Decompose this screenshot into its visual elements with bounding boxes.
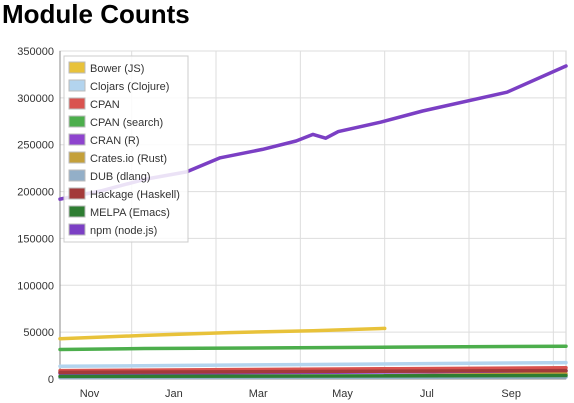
y-tick-label: 250000 <box>17 140 54 152</box>
y-tick-label: 350000 <box>17 46 54 58</box>
legend-swatch <box>68 97 86 110</box>
legend-label: npm (node.js) <box>90 225 157 237</box>
y-tick-label: 50000 <box>23 327 54 339</box>
legend-swatch <box>68 151 86 164</box>
legend-swatch <box>68 169 86 182</box>
x-tick-label: Mar <box>249 388 268 400</box>
legend-swatch <box>68 187 86 200</box>
legend-swatch <box>68 223 86 236</box>
series-line-2 <box>58 366 568 373</box>
legend-swatch <box>68 133 86 146</box>
series-line-0 <box>58 326 387 341</box>
legend-label: Bower (JS) <box>90 63 144 75</box>
series-line-1 <box>58 360 568 369</box>
x-tick-label: Jul <box>420 388 434 400</box>
legend-label: CRAN (R) <box>90 135 140 147</box>
series-line-7 <box>58 368 568 375</box>
x-tick-label: May <box>332 388 353 400</box>
legend-swatch <box>68 61 86 74</box>
x-tick-label: Jan <box>165 388 183 400</box>
x-tick-label: Nov <box>80 388 100 400</box>
legend-label: CPAN (search) <box>90 117 163 129</box>
series-line-3 <box>58 344 568 352</box>
legend: Bower (JS) Clojars (Clojure) CPAN CPAN (sea… <box>63 55 189 243</box>
y-tick-label: 150000 <box>17 233 54 245</box>
legend-label: Clojars (Clojure) <box>90 81 169 93</box>
legend-label: CPAN <box>90 99 120 111</box>
series-line-8 <box>58 373 568 379</box>
legend-swatch <box>68 115 86 128</box>
chart-title: Module Counts <box>2 0 190 29</box>
y-tick-label: 300000 <box>17 93 54 105</box>
y-tick-label: 0 <box>48 374 54 386</box>
legend-label: DUB (dlang) <box>90 171 151 183</box>
legend-label: MELPA (Emacs) <box>90 207 170 219</box>
legend-label: Crates.io (Rust) <box>90 153 167 165</box>
y-tick-label: 100000 <box>17 280 54 292</box>
x-tick-label: Sep <box>501 388 521 400</box>
legend-swatch <box>68 205 86 218</box>
legend-label: Hackage (Haskell) <box>90 189 180 201</box>
y-tick-label: 200000 <box>17 187 54 199</box>
legend-swatch <box>68 79 86 92</box>
